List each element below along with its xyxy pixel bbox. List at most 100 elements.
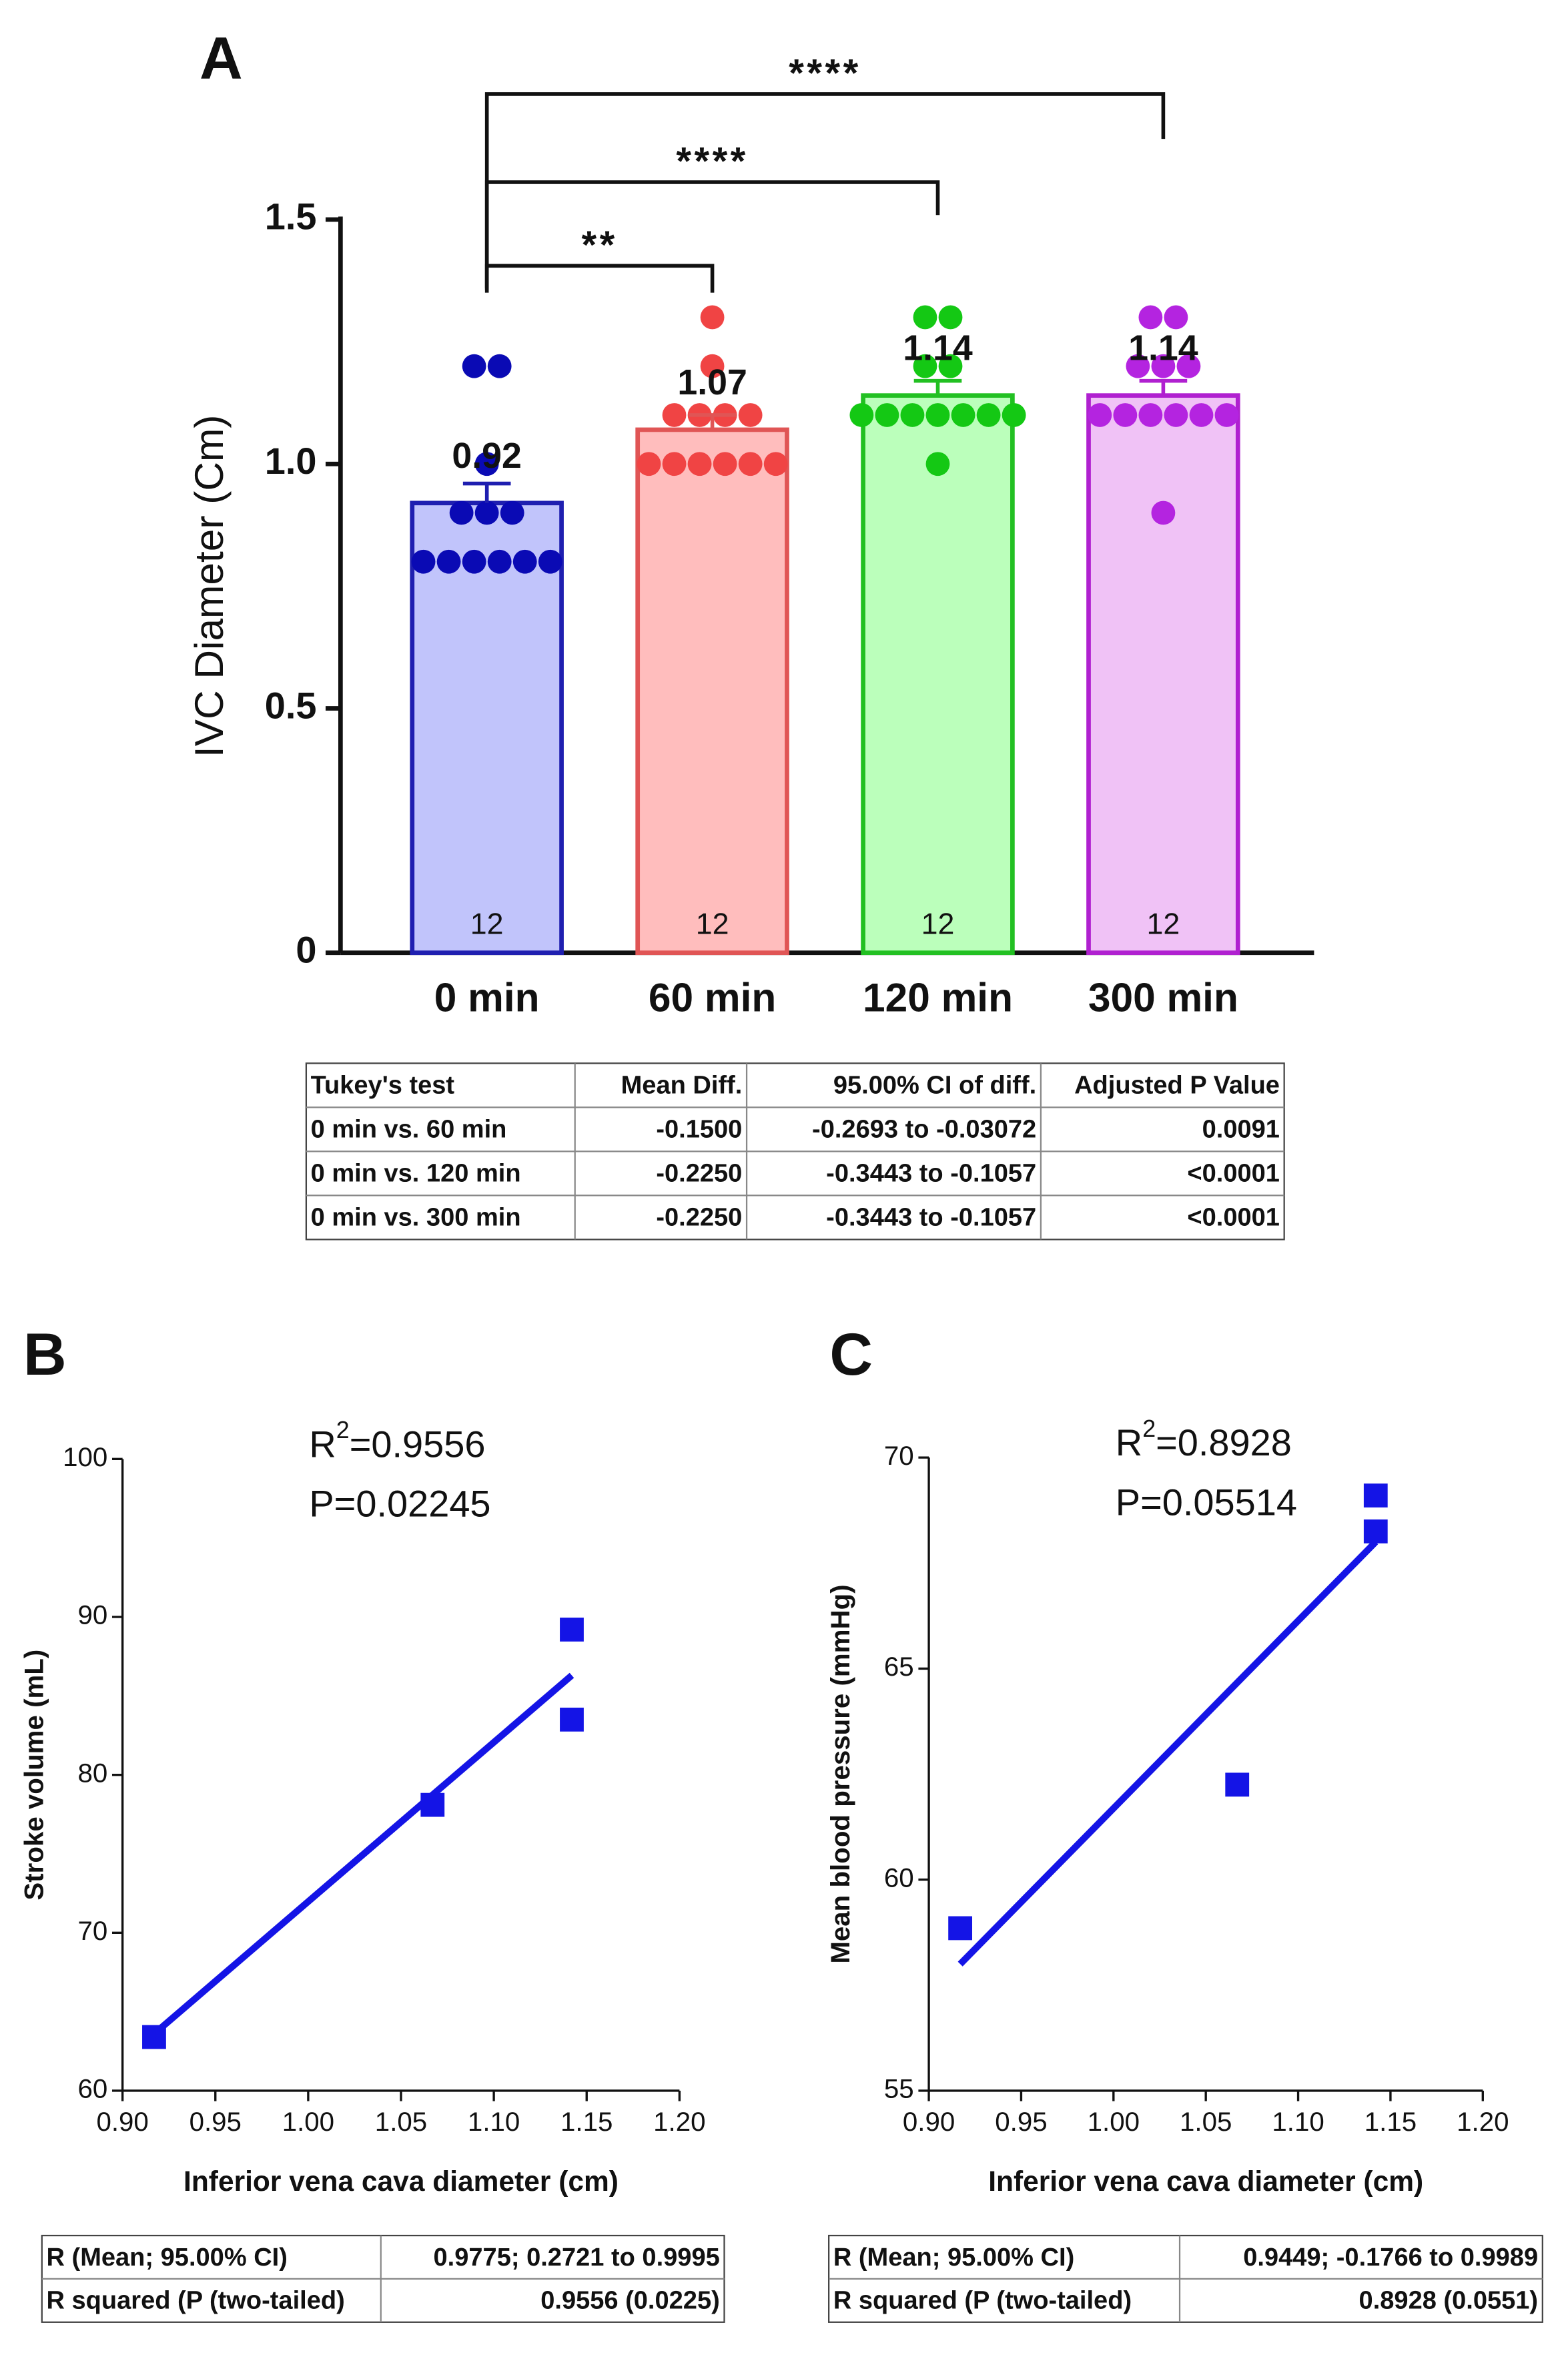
x-tick-label: 1.20 bbox=[653, 2107, 705, 2137]
data-point bbox=[560, 1707, 584, 1732]
table-cell: 0.0091 bbox=[1202, 1116, 1280, 1144]
data-point bbox=[1138, 403, 1163, 427]
value-label: 1.14 bbox=[1128, 328, 1198, 368]
data-point bbox=[474, 452, 499, 476]
data-point bbox=[637, 452, 661, 476]
x-tick-label: 1.20 bbox=[1457, 2107, 1509, 2137]
value-label: 1.07 bbox=[677, 362, 747, 402]
y-tick-label: 60 bbox=[77, 2074, 107, 2104]
x-tick-label: 1.15 bbox=[1364, 2107, 1417, 2137]
data-point bbox=[1113, 403, 1138, 427]
data-point bbox=[487, 354, 512, 378]
x-tick-label: 0.95 bbox=[189, 2107, 242, 2137]
data-point bbox=[662, 452, 687, 476]
y-axis-label: Stroke volume (mL) bbox=[19, 1650, 49, 1901]
r-squared-rest: =0.9556 bbox=[350, 1423, 486, 1465]
data-point bbox=[449, 500, 474, 525]
table-cell: -0.2250 bbox=[656, 1160, 742, 1188]
data-point bbox=[420, 1792, 445, 1817]
value-label: 1.14 bbox=[903, 328, 973, 368]
data-point bbox=[700, 354, 725, 378]
fit-line bbox=[151, 1672, 574, 2037]
r-squared-sup: 2 bbox=[1142, 1415, 1156, 1442]
table-cell: -0.2250 bbox=[656, 1204, 742, 1232]
error-bar bbox=[913, 378, 962, 396]
error-bar bbox=[1139, 378, 1188, 396]
panel-letter: A bbox=[200, 25, 243, 91]
table-cell: Adjusted P Value bbox=[1074, 1072, 1280, 1100]
y-tick-label: 0 bbox=[296, 929, 316, 971]
data-point bbox=[1151, 500, 1176, 525]
data-point bbox=[1225, 1772, 1250, 1797]
x-axis-label: Inferior vena cava diameter (cm) bbox=[988, 2166, 1423, 2198]
data-point bbox=[700, 305, 725, 330]
data-point bbox=[900, 403, 925, 427]
bar bbox=[635, 427, 789, 956]
data-point bbox=[913, 354, 937, 378]
y-tick-label: 0.5 bbox=[265, 684, 317, 726]
table-cell: -0.3443 to -0.1057 bbox=[826, 1160, 1036, 1188]
table-cell: <0.0001 bbox=[1187, 1160, 1280, 1188]
significance-bracket bbox=[484, 92, 1166, 288]
y-axis-label: Mean blood pressure (mmHg) bbox=[825, 1584, 855, 1963]
data-point bbox=[436, 549, 461, 574]
r-squared: R2=0.8928 bbox=[1116, 1415, 1292, 1463]
y-tick-label: 70 bbox=[884, 1441, 914, 1471]
data-point bbox=[1164, 403, 1188, 427]
data-point bbox=[487, 549, 512, 574]
table-cell: 0.9449; -0.1766 to 0.9989 bbox=[1243, 2244, 1538, 2272]
error-bar bbox=[462, 481, 511, 503]
data-point bbox=[512, 549, 537, 574]
data-point bbox=[951, 403, 975, 427]
data-point bbox=[938, 354, 963, 378]
data-point bbox=[713, 452, 737, 476]
significance-label: ** bbox=[582, 224, 618, 267]
data-point bbox=[687, 452, 712, 476]
value-label: 0.92 bbox=[452, 436, 522, 476]
data-point bbox=[938, 305, 963, 330]
x-tick-label: 0.90 bbox=[903, 2107, 955, 2137]
y-tick-label: 90 bbox=[77, 1600, 107, 1630]
table-cell: <0.0001 bbox=[1187, 1204, 1280, 1232]
data-point bbox=[1363, 1483, 1388, 1507]
p-value: P=0.05514 bbox=[1116, 1481, 1297, 1524]
table-cell: 0.9556 (0.0225) bbox=[540, 2287, 720, 2315]
table-cell: R squared (P (two-tailed) bbox=[833, 2287, 1132, 2315]
x-tick-label: 1.10 bbox=[1272, 2107, 1324, 2137]
data-point bbox=[560, 1618, 584, 1642]
table-cell: 0.8928 (0.0551) bbox=[1359, 2287, 1539, 2315]
x-tick-label: 60 min bbox=[649, 974, 776, 1020]
y-tick-label: 65 bbox=[884, 1652, 914, 1682]
n-label: 12 bbox=[1147, 907, 1180, 940]
y-tick-label: 70 bbox=[77, 1916, 107, 1946]
table-cell: R (Mean; 95.00% CI) bbox=[833, 2244, 1074, 2272]
data-point bbox=[913, 305, 937, 330]
data-point bbox=[538, 549, 562, 574]
significance-label: **** bbox=[789, 52, 861, 95]
y-tick-label: 100 bbox=[63, 1442, 107, 1472]
y-axis-label: IVC Diameter (Cm) bbox=[186, 415, 232, 757]
table-cell: 0.9775; 0.2721 to 0.9995 bbox=[434, 2244, 720, 2272]
y-tick-label: 1.0 bbox=[265, 440, 317, 482]
r-squared-base: R bbox=[1116, 1421, 1142, 1463]
x-tick-label: 1.15 bbox=[560, 2107, 613, 2137]
significance-label: **** bbox=[676, 140, 748, 184]
data-point bbox=[1151, 354, 1176, 378]
x-tick-label: 0 min bbox=[434, 974, 540, 1020]
n-label: 12 bbox=[470, 907, 504, 940]
table-cell: 0 min vs. 300 min bbox=[311, 1204, 521, 1232]
data-point bbox=[1138, 305, 1163, 330]
x-tick-label: 300 min bbox=[1088, 974, 1238, 1020]
p-value: P=0.02245 bbox=[309, 1483, 490, 1525]
error-bar bbox=[688, 413, 737, 430]
table-cell: R squared (P (two-tailed) bbox=[47, 2287, 345, 2315]
bar bbox=[1086, 393, 1240, 956]
data-point bbox=[1164, 305, 1188, 330]
data-point bbox=[738, 452, 763, 476]
table-cell: -0.1500 bbox=[656, 1116, 742, 1144]
data-point bbox=[1189, 403, 1214, 427]
x-tick-label: 1.00 bbox=[1088, 2107, 1140, 2137]
data-point bbox=[474, 500, 499, 525]
r-squared: R2=0.9556 bbox=[309, 1417, 485, 1465]
